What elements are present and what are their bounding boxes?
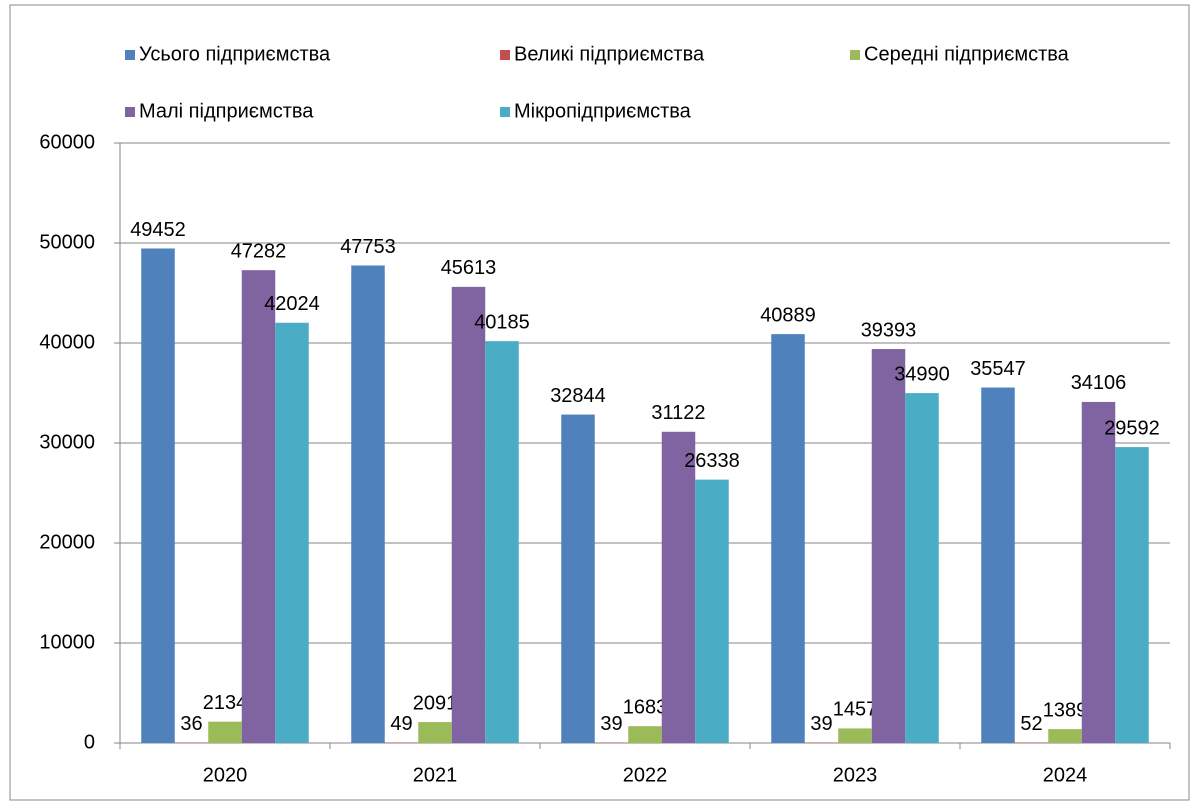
- data-label: 29592: [1104, 417, 1160, 439]
- bar: [1081, 401, 1116, 743]
- legend-swatch: [125, 50, 135, 60]
- data-label: 31122: [651, 402, 705, 424]
- bar: [275, 322, 309, 743]
- data-label: 36: [180, 713, 202, 735]
- y-tick-label: 50000: [39, 231, 95, 253]
- data-label: 32844: [550, 385, 606, 407]
- legend-label: Мікропідприємства: [514, 100, 692, 122]
- data-label: 52: [1020, 713, 1042, 735]
- data-label: 45613: [441, 257, 497, 279]
- data-label: 1457: [833, 699, 878, 721]
- bar: [661, 431, 696, 743]
- legend-label: Малі підприємства: [139, 100, 314, 122]
- data-label: 26338: [684, 450, 740, 472]
- legend-swatch: [500, 50, 510, 60]
- data-label: 1683: [623, 696, 668, 718]
- bar: [485, 341, 519, 743]
- legend-label: Середні підприємства: [864, 43, 1070, 65]
- x-tick-label: 2022: [623, 764, 668, 786]
- bar: [561, 414, 595, 743]
- data-label: 42024: [264, 293, 320, 315]
- data-label: 2091: [413, 692, 458, 714]
- bar: [871, 349, 906, 743]
- data-label: 34106: [1071, 372, 1127, 394]
- y-tick-label: 30000: [39, 431, 95, 453]
- bar: [1115, 447, 1149, 743]
- bar: [1014, 742, 1049, 743]
- data-label: 2134: [203, 692, 248, 714]
- legend-swatch: [850, 50, 860, 60]
- data-label: 49452: [130, 219, 186, 241]
- y-tick-label: 0: [84, 731, 95, 753]
- legend-swatch: [500, 107, 510, 117]
- x-tick-label: 2024: [1043, 764, 1088, 786]
- y-tick-label: 40000: [39, 331, 95, 353]
- bar: [141, 248, 175, 744]
- data-label: 1389: [1043, 699, 1088, 721]
- bar: [208, 721, 242, 743]
- data-label: 39: [810, 713, 832, 735]
- legend-label: Усього підприємства: [139, 43, 331, 65]
- data-label: 47282: [231, 240, 287, 262]
- bar: [1048, 729, 1082, 743]
- bar: [838, 728, 872, 743]
- legend-swatch: [125, 107, 135, 117]
- bar: [905, 393, 939, 743]
- data-label: 39: [600, 713, 622, 735]
- bar: [241, 270, 276, 743]
- y-tick-label: 60000: [39, 131, 95, 153]
- bar: [981, 387, 1015, 743]
- x-tick-label: 2021: [413, 764, 458, 786]
- data-label: 34990: [894, 363, 950, 385]
- bar: [771, 334, 805, 743]
- bar: [418, 722, 452, 743]
- bar: [451, 286, 486, 743]
- bar: [628, 726, 662, 743]
- y-tick-label: 10000: [39, 631, 95, 653]
- data-label: 40889: [760, 304, 816, 326]
- bar: [351, 265, 385, 743]
- legend-label: Великі підприємства: [514, 43, 705, 65]
- data-label: 40185: [474, 311, 530, 333]
- x-tick-label: 2020: [203, 764, 248, 786]
- data-label: 39393: [861, 319, 917, 341]
- x-tick-label: 2023: [833, 764, 878, 786]
- data-label: 47753: [340, 236, 396, 258]
- y-tick-label: 20000: [39, 531, 95, 553]
- data-label: 49: [390, 713, 412, 735]
- bar: [695, 479, 729, 743]
- data-label: 35547: [970, 358, 1026, 380]
